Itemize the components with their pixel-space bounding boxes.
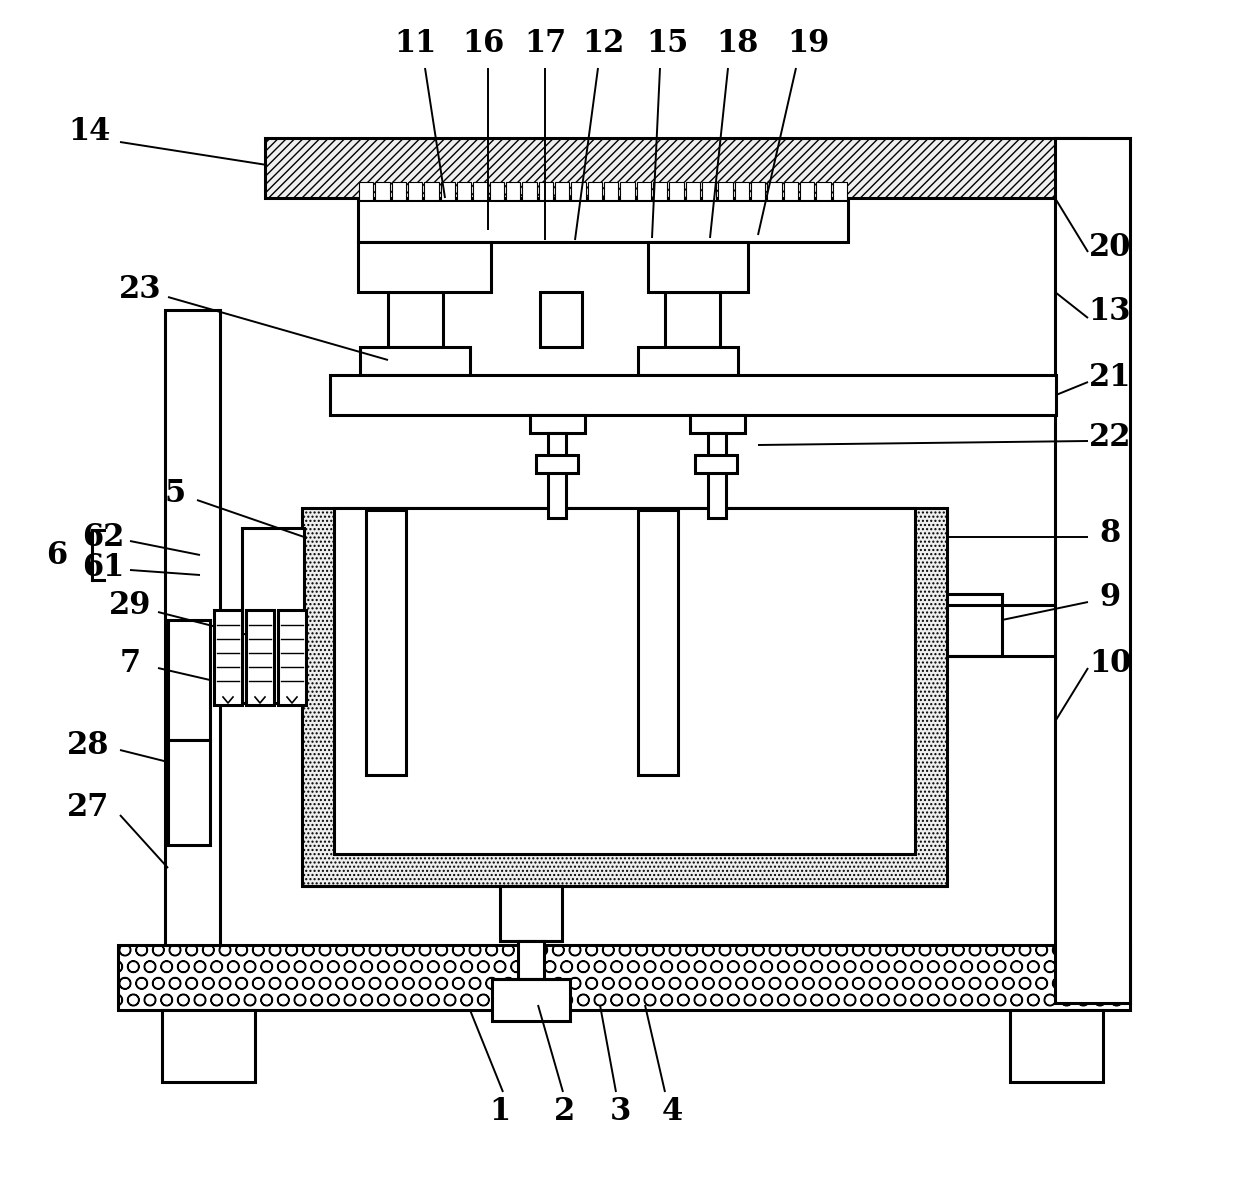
Bar [536, 455, 578, 473]
Bar [492, 979, 570, 1021]
Text: 17: 17 [523, 29, 567, 59]
Bar [636, 182, 651, 200]
Text: 14: 14 [68, 117, 112, 147]
Bar [330, 375, 1056, 415]
Bar [265, 138, 1085, 199]
Text: 13: 13 [1089, 296, 1131, 327]
Bar [539, 292, 582, 347]
Bar [392, 182, 405, 200]
Text: 3: 3 [609, 1096, 631, 1127]
Text: 8: 8 [1100, 517, 1121, 548]
Bar [474, 182, 487, 200]
Bar [408, 182, 423, 200]
Text: 62: 62 [82, 522, 124, 554]
Bar [366, 510, 405, 775]
Bar [784, 182, 799, 200]
Bar [548, 433, 565, 518]
Bar [500, 886, 562, 940]
Text: 61: 61 [82, 552, 124, 583]
Bar [604, 182, 619, 200]
Bar [653, 182, 667, 200]
Bar [702, 182, 717, 200]
Text: 19: 19 [787, 29, 830, 59]
Bar [620, 182, 635, 200]
Text: 9: 9 [1100, 583, 1121, 614]
Text: 18: 18 [717, 29, 759, 59]
Text: 20: 20 [1089, 232, 1131, 263]
Bar [670, 182, 683, 200]
Bar [358, 243, 491, 292]
Text: 22: 22 [1089, 421, 1131, 453]
Bar [538, 182, 553, 200]
Bar [167, 619, 210, 740]
Bar [639, 510, 678, 775]
Bar [518, 940, 544, 979]
Text: 2: 2 [554, 1096, 575, 1127]
Bar [522, 182, 537, 200]
Text: 7: 7 [119, 648, 140, 679]
Bar [167, 740, 210, 845]
Bar [376, 182, 389, 200]
Bar [165, 310, 219, 945]
Bar [639, 347, 738, 375]
Bar [1055, 138, 1130, 1004]
Text: 23: 23 [119, 275, 161, 306]
Bar [689, 415, 745, 433]
Text: 6: 6 [46, 540, 67, 571]
Text: 29: 29 [109, 590, 151, 621]
Bar [800, 182, 815, 200]
Bar [242, 528, 304, 703]
Bar [440, 182, 455, 200]
Text: 27: 27 [67, 793, 109, 824]
Bar [215, 610, 242, 705]
Bar [665, 292, 720, 347]
Text: 11: 11 [394, 29, 436, 59]
Bar [816, 182, 831, 200]
Bar [947, 594, 1002, 656]
Bar [556, 182, 569, 200]
Bar [649, 243, 748, 292]
Bar [360, 347, 470, 375]
Bar [458, 182, 471, 200]
Bar [424, 182, 439, 200]
Text: 28: 28 [67, 730, 109, 761]
Bar [118, 945, 1130, 1009]
Bar [734, 182, 749, 200]
Bar [388, 292, 443, 347]
Bar [686, 182, 701, 200]
Bar [708, 433, 725, 518]
Text: 15: 15 [646, 29, 688, 59]
Text: 5: 5 [165, 478, 186, 509]
Bar [358, 200, 848, 243]
Bar [162, 1009, 255, 1082]
Text: 21: 21 [1089, 361, 1131, 392]
Text: 12: 12 [582, 29, 624, 59]
Bar [694, 455, 737, 473]
Bar [303, 508, 947, 886]
Bar [751, 182, 765, 200]
Text: 10: 10 [1089, 648, 1131, 679]
Bar [334, 508, 915, 854]
Bar [246, 610, 274, 705]
Bar [506, 182, 521, 200]
Bar [490, 182, 503, 200]
Text: 16: 16 [461, 29, 505, 59]
Bar [768, 182, 781, 200]
Bar [360, 182, 373, 200]
Text: 4: 4 [661, 1096, 683, 1127]
Bar [572, 182, 585, 200]
Bar [588, 182, 601, 200]
Bar [278, 610, 306, 705]
Bar [1011, 1009, 1104, 1082]
Text: 1: 1 [490, 1096, 511, 1127]
Bar [529, 415, 585, 433]
Bar [718, 182, 733, 200]
Bar [833, 182, 847, 200]
